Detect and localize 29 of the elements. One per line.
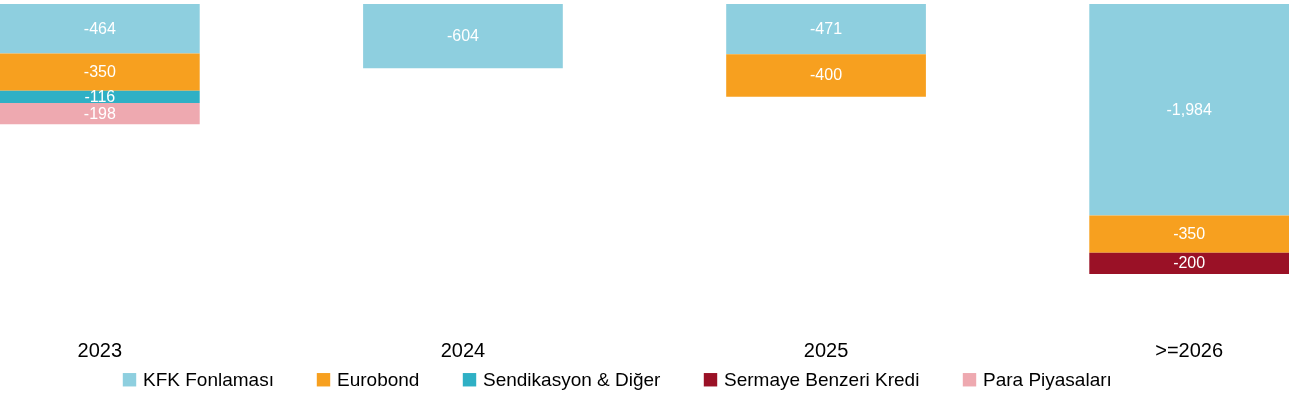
data-label: -471 [810, 20, 843, 38]
x-tick-label: 2023 [77, 338, 123, 361]
bar [0, 90, 200, 104]
legend-label: KFK Fonlaması [143, 368, 274, 390]
bar [0, 103, 200, 125]
legend-label: Para Piyasaları [983, 368, 1112, 390]
x-tick-label: 2024 [440, 338, 486, 361]
data-label: -350 [83, 63, 116, 81]
legend-label: Eurobond [337, 368, 420, 390]
bar [0, 53, 200, 91]
data-label: -400 [810, 66, 843, 84]
bar [1089, 252, 1289, 274]
data-label: -198 [83, 104, 116, 122]
bar [1089, 4, 1289, 216]
data-label: -116 [84, 87, 116, 105]
legend-label: Sendikasyon & Diğer [483, 368, 662, 390]
x-tick-label: 2025 [803, 338, 849, 361]
legend-label: Sermaye Benzeri Kredi [724, 368, 920, 390]
bar [726, 4, 926, 55]
bar [1089, 215, 1289, 253]
x-tick-label: >=2026 [1155, 338, 1224, 361]
data-label: -350 [1173, 225, 1206, 243]
bar [726, 54, 926, 97]
data-label: -464 [83, 19, 116, 37]
data-label: -1,984 [1166, 100, 1212, 118]
bar [0, 4, 200, 54]
data-label: -200 [1173, 254, 1206, 272]
data-label: -604 [446, 27, 480, 45]
bar [363, 4, 563, 69]
